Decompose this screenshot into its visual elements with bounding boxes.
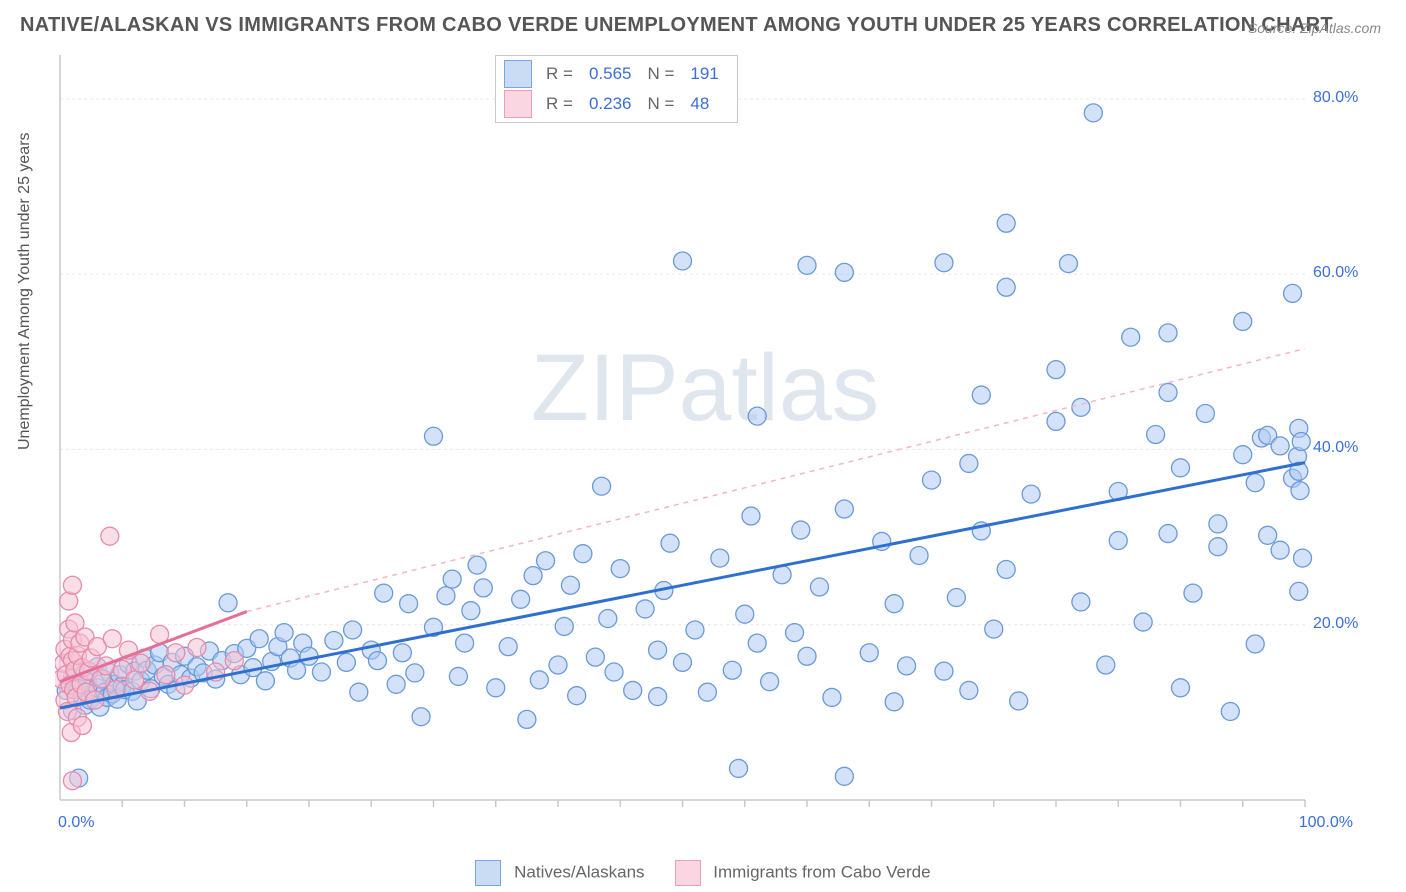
- legend-swatch: [504, 90, 532, 118]
- y-axis-label: Unemployment Among Youth under 25 years: [16, 132, 34, 450]
- source-attribution: Source: ZipAtlas.com: [1248, 20, 1381, 36]
- x-tick-label: 100.0%: [1299, 814, 1353, 832]
- legend-swatch: [504, 60, 532, 88]
- r-label: R =: [546, 94, 573, 114]
- x-tick-label: 0.0%: [58, 814, 94, 832]
- scatter-plot: ZIPatlas: [55, 50, 1355, 830]
- watermark-text: ZIPatlas: [531, 335, 879, 441]
- legend-row: R = 0.565 N = 191: [504, 59, 725, 89]
- series-legend: Natives/Alaskans Immigrants from Cabo Ve…: [0, 860, 1406, 886]
- n-label: N =: [647, 94, 674, 114]
- legend-item: Immigrants from Cabo Verde: [675, 860, 931, 886]
- legend-label: Immigrants from Cabo Verde: [713, 862, 930, 881]
- n-value: 191: [690, 64, 718, 84]
- y-tick-label: 60.0%: [1313, 264, 1358, 282]
- r-value: 0.565: [589, 64, 632, 84]
- y-tick-label: 80.0%: [1313, 89, 1358, 107]
- y-tick-label: 20.0%: [1313, 615, 1358, 633]
- legend-label: Natives/Alaskans: [514, 862, 644, 881]
- chart-title: NATIVE/ALASKAN VS IMMIGRANTS FROM CABO V…: [20, 14, 1333, 37]
- legend-swatch: [475, 860, 501, 886]
- legend-row: R = 0.236 N = 48: [504, 89, 725, 119]
- n-label: N =: [647, 64, 674, 84]
- y-tick-label: 40.0%: [1313, 439, 1358, 457]
- legend-swatch: [675, 860, 701, 886]
- n-value: 48: [690, 94, 709, 114]
- correlation-legend: R = 0.565 N = 191 R = 0.236 N = 48: [495, 55, 738, 123]
- r-label: R =: [546, 64, 573, 84]
- legend-item: Natives/Alaskans: [475, 860, 644, 886]
- r-value: 0.236: [589, 94, 632, 114]
